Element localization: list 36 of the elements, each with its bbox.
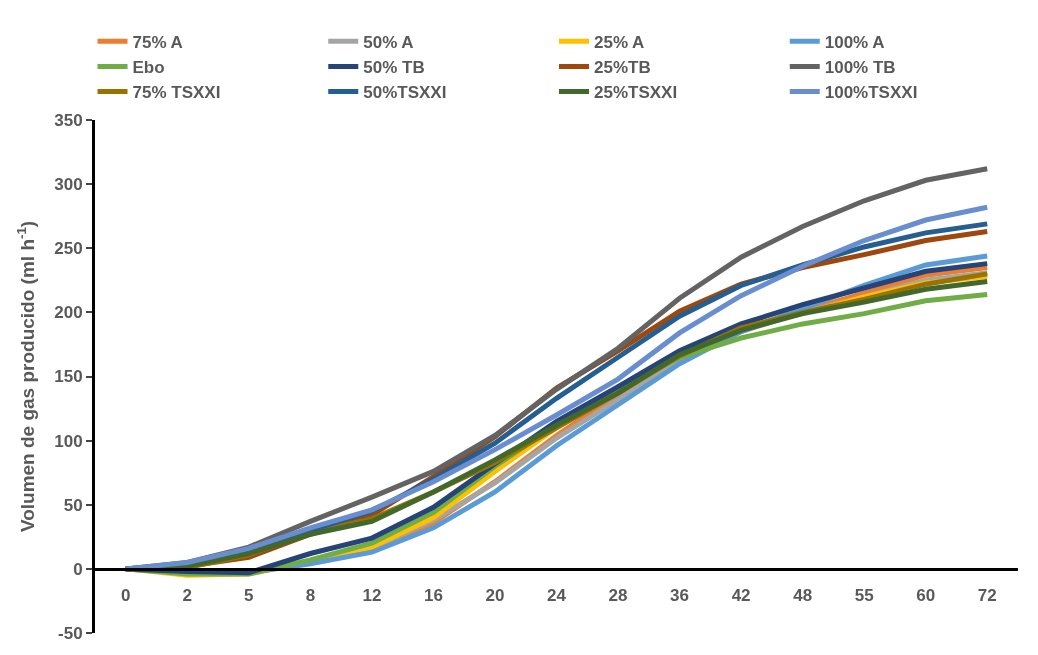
x-tick-label: 28 [608, 586, 628, 606]
x-tick-label: 2 [182, 586, 193, 606]
x-tick-label: 55 [854, 586, 874, 606]
legend-label: Ebo [132, 58, 165, 78]
y-tick-label: 150 [54, 367, 83, 387]
legend-label: 25% A [594, 32, 645, 52]
y-tick-label: 200 [54, 303, 83, 323]
x-tick-label: 48 [793, 586, 813, 606]
x-tick-label: 16 [423, 586, 443, 606]
x-tick-label: 5 [244, 586, 254, 606]
x-tick-label: 24 [547, 586, 567, 606]
x-tick-label: 0 [121, 586, 131, 606]
legend-label: 50% A [363, 32, 414, 52]
legend-label: 50%TSXXI [363, 83, 447, 103]
x-tick-label: 36 [670, 586, 690, 606]
legend-label: 50% TB [363, 58, 425, 78]
x-tick-label: 8 [305, 586, 316, 606]
legend-label: 25%TB [594, 58, 651, 78]
y-tick-label: 250 [54, 239, 83, 259]
y-tick-label: 100 [54, 431, 83, 451]
y-tick-label: 0 [73, 559, 83, 579]
y-tick-label: 50 [63, 495, 83, 515]
legend-label: 100% A [824, 32, 885, 52]
legend-label: 100% TB [824, 58, 896, 78]
legend-label: 100%TSXXI [824, 83, 918, 103]
y-tick-label: 300 [54, 175, 83, 195]
x-tick-label: 72 [977, 586, 997, 606]
legend-label: 75% TSXXI [132, 83, 221, 103]
legend-label: 75% A [132, 32, 183, 52]
x-tick-label: 12 [362, 586, 382, 606]
y-tick-label: -50 [58, 623, 83, 643]
x-tick-label: 42 [731, 586, 751, 606]
y-tick-label: 350 [54, 110, 83, 130]
legend-label: 25%TSXXI [594, 83, 678, 103]
x-tick-label: 60 [916, 586, 936, 606]
x-tick-label: 20 [485, 586, 505, 606]
